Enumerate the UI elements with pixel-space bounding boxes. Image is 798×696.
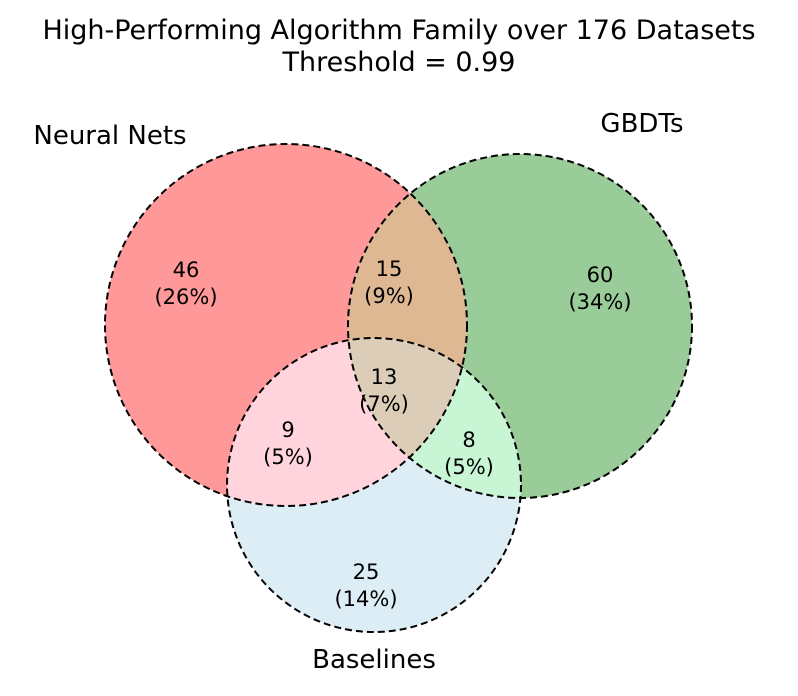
set-label-neural-nets: Neural Nets (33, 121, 186, 151)
region-percent-neural-nets-only: (26%) (154, 285, 217, 309)
chart-subtitle: Threshold = 0.99 (282, 47, 516, 78)
region-count-neural-nets-only: 46 (173, 258, 200, 282)
region-count-neural-nets-baselines: 9 (281, 418, 294, 442)
region-count-all-three: 13 (371, 365, 398, 389)
region-count-baselines-only: 25 (353, 560, 380, 584)
region-percent-neural-nets-gbdts: (9%) (364, 284, 414, 308)
set-label-gbdts: GBDTs (600, 109, 683, 139)
region-count-neural-nets-gbdts: 15 (376, 257, 403, 281)
neural-nets-circle (104, 143, 468, 507)
region-percent-gbdts-baselines: (5%) (444, 455, 494, 479)
region-percent-all-three: (7%) (359, 392, 409, 416)
region-percent-neural-nets-baselines: (5%) (263, 445, 313, 469)
region-count-gbdts-baselines: 8 (462, 428, 475, 452)
chart-title: High-Performing Algorithm Family over 17… (42, 15, 755, 46)
region-percent-baselines-only: (14%) (334, 587, 397, 611)
set-label-baselines: Baselines (312, 645, 436, 675)
region-count-gbdts-only: 60 (587, 263, 614, 287)
region-percent-gbdts-only: (34%) (568, 290, 631, 314)
baselines-circle (226, 337, 522, 633)
